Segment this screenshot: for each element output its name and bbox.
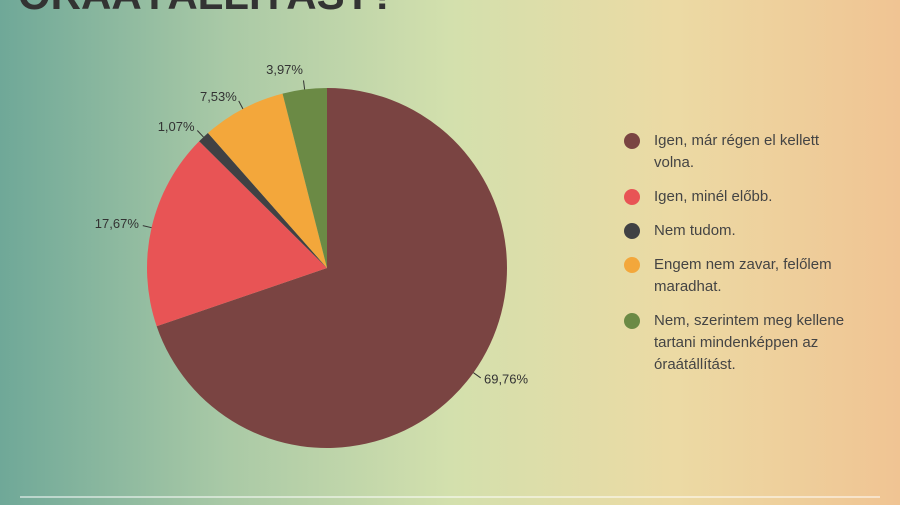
legend-label: Nem, szerintem meg kellene tartani minde… xyxy=(654,312,845,373)
leader-line xyxy=(196,130,204,138)
legend-swatch xyxy=(624,133,640,149)
leader-line xyxy=(302,80,306,90)
legend-item: Nem, szerintem meg kellene tartani minde… xyxy=(624,310,854,376)
legend: Igen, már régen el kellett volna. Igen, m… xyxy=(624,130,854,388)
legend-swatch xyxy=(624,223,640,239)
pie-slice xyxy=(146,141,327,327)
data-label: 1,07% xyxy=(158,119,195,134)
legend-label: Igen, minél előbb. xyxy=(654,188,773,205)
data-label: 69,76% xyxy=(484,372,529,387)
leader-line xyxy=(473,372,482,379)
chart-title: ÓRAÁTÁLLÍTÁST? xyxy=(18,0,396,18)
legend-label: Engem nem zavar, felőlem maradhat. xyxy=(654,256,832,295)
legend-item: Nem tudom. xyxy=(624,220,854,242)
data-label: 7,53% xyxy=(200,89,237,104)
leader-line xyxy=(142,225,152,229)
pie-slice xyxy=(199,132,327,268)
legend-item: Igen, minél előbb. xyxy=(624,186,854,208)
pie-slice xyxy=(282,88,327,268)
legend-swatch xyxy=(624,257,640,273)
legend-item: Engem nem zavar, felőlem maradhat. xyxy=(624,254,854,298)
pie-slice xyxy=(156,88,507,448)
data-label: 3,97% xyxy=(266,62,303,77)
leader-line xyxy=(238,100,244,110)
legend-swatch xyxy=(624,313,640,329)
data-label: 17,67% xyxy=(95,216,140,231)
pie-slice xyxy=(207,93,327,269)
legend-label: Igen, már régen el kellett volna. xyxy=(654,132,820,171)
legend-label: Nem tudom. xyxy=(654,222,736,239)
legend-swatch xyxy=(624,189,640,205)
legend-item: Igen, már régen el kellett volna. xyxy=(624,130,854,174)
